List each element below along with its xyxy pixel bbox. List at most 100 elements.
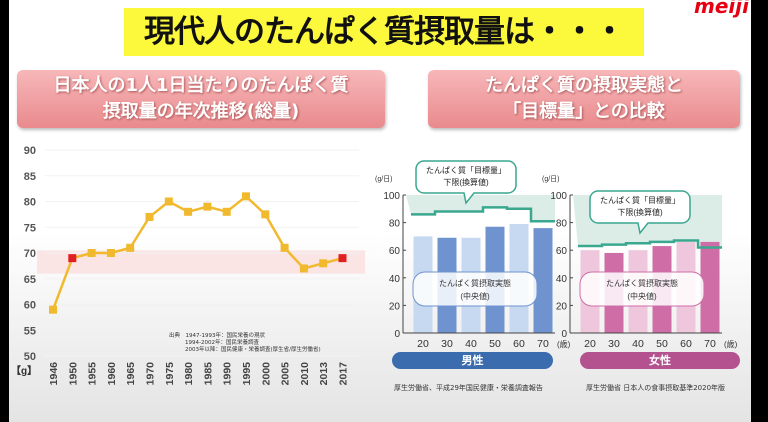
- y-tick-label: 55: [24, 325, 36, 337]
- x-tick-label: 60: [513, 338, 525, 350]
- target-line: [411, 206, 555, 223]
- x-tick-label: 50: [489, 338, 501, 350]
- x-tick-label: 1965: [125, 362, 137, 386]
- slide-title: 現代人のたんぱく質摂取量は・・・: [124, 8, 644, 56]
- data-point: [49, 305, 57, 314]
- bar-chart-header: たんぱく質の摂取実態と 「目標量」との比較: [428, 70, 740, 128]
- female-label: 女性: [580, 352, 740, 369]
- data-point: [184, 207, 193, 216]
- data-point: [299, 264, 308, 273]
- data-point: [145, 212, 154, 221]
- data-point: [261, 210, 270, 219]
- y-tick-label: 40: [556, 274, 568, 285]
- data-point: [106, 249, 115, 257]
- x-tick-label: 30: [608, 338, 620, 350]
- line-chart-header: 日本人の1人1日当たりのたんぱく質 摂取量の年次推移(総量): [17, 70, 385, 128]
- y-axis-unit: (g/日): [375, 175, 393, 183]
- y-tick-label: 40: [389, 274, 401, 285]
- target-line: [578, 239, 722, 249]
- y-tick-label: 65: [24, 274, 36, 286]
- header-line: 「目標量」との比較: [503, 101, 665, 122]
- actual-callout: [579, 271, 705, 307]
- y-axis-unit: (g/日): [542, 175, 560, 183]
- callout-text: 下限(換算値): [617, 207, 663, 217]
- data-point: [87, 249, 96, 257]
- y-tick-label: 100: [550, 191, 567, 202]
- line-chart-source: 出典 1947-1993年：国民栄養の現状 1994-2002年：国民栄養調査 …: [169, 333, 321, 354]
- y-tick-label: 0: [561, 329, 567, 340]
- data-point: [126, 243, 135, 252]
- y-tick-label: 75: [24, 222, 36, 234]
- x-tick-label: 50: [656, 338, 668, 350]
- x-tick-label: 1975: [164, 362, 176, 386]
- x-tick-label: 2005: [280, 362, 292, 386]
- x-tick-label: 2013: [318, 362, 330, 386]
- target-area: [406, 195, 555, 222]
- data-line: [51, 194, 343, 311]
- x-tick-label: 2010: [299, 362, 311, 386]
- callout-text: たんぱく質摂取実態: [606, 278, 678, 288]
- bar: [700, 241, 720, 333]
- x-tick-label: 1955: [87, 362, 99, 386]
- callout-text: 下限(換算値): [443, 177, 489, 187]
- header-line: 摂取量の年次推移(総量): [102, 101, 300, 122]
- data-point: [222, 207, 231, 216]
- x-tick-label: 1960: [106, 362, 118, 386]
- y-tick-label: 60: [389, 246, 401, 257]
- y-tick-label: 80: [389, 219, 401, 230]
- y-tick-label: 70: [24, 248, 36, 260]
- x-tick-label: 2000: [260, 362, 272, 386]
- source-line: 出典 1947-1993年：国民栄養の現状: [169, 333, 265, 339]
- x-tick-label: 40: [465, 338, 477, 350]
- x-tick-label: 20: [584, 338, 596, 350]
- slide: meiji 現代人のたんぱく質摂取量は・・・ 日本人の1人1日当たりのたんぱく質…: [9, 0, 751, 422]
- charts-canvas: 50 55 60 65 70 75 80 85 90 【g】 1946 1950 1955 1960 196…: [11, 145, 738, 386]
- y-tick-label: 0: [394, 329, 400, 340]
- callout-text: たんぱく質「目標量」: [600, 195, 680, 205]
- callout-text: (中央値): [460, 291, 490, 301]
- callout-text: たんぱく質摂取実態: [439, 278, 511, 288]
- callout-text: たんぱく質「目標量」: [426, 165, 506, 175]
- data-point: [280, 243, 289, 252]
- female-source: 厚生労働省 日本人の食事摂取基準2020年版: [586, 384, 726, 392]
- bar: [533, 228, 553, 333]
- y-tick-label: 80: [24, 197, 36, 209]
- meiji-logo: meiji: [694, 0, 749, 18]
- y-tick-label: 20: [389, 301, 401, 312]
- target-callout: [589, 190, 691, 235]
- data-point: [319, 259, 328, 268]
- data-point: [242, 192, 250, 201]
- x-tick-label: 60: [680, 338, 692, 350]
- callout-text: (中央値): [627, 291, 657, 301]
- x-tick-label: 1985: [202, 362, 214, 386]
- male-label: 男性: [392, 352, 553, 369]
- actual-callout: [412, 271, 538, 307]
- x-tick-label: 1950: [67, 362, 79, 386]
- source-line: 2003年以降：国民健康・栄養調査(厚生省/厚生労働省): [185, 347, 321, 353]
- data-point: [68, 254, 77, 263]
- y-tick-label: 20: [556, 301, 568, 312]
- target-callout: [415, 160, 517, 205]
- x-axis-unit: (歳): [724, 339, 738, 349]
- male-source: 厚生労働省、平成29年国民健康・栄養調査報告: [394, 384, 543, 392]
- data-point: [203, 202, 212, 211]
- header-line: たんぱく質の摂取実態と: [485, 75, 683, 96]
- header-line: 日本人の1人1日当たりのたんぱく質: [53, 75, 349, 96]
- x-tick-label: 20: [417, 338, 429, 350]
- x-tick-label: 1970: [145, 362, 157, 386]
- data-point: [164, 197, 173, 206]
- x-tick-label: 1990: [222, 362, 234, 386]
- x-tick-label: 40: [632, 338, 644, 350]
- x-tick-label: 30: [441, 338, 453, 350]
- x-tick-label: 70: [537, 338, 549, 350]
- x-axis-unit: (歳): [557, 339, 571, 349]
- y-tick-label: 85: [24, 171, 36, 183]
- x-tick-label: 1995: [241, 362, 253, 386]
- y-axis-unit: 【g】: [11, 364, 37, 377]
- x-tick-label: 2017: [338, 362, 350, 386]
- y-tick-label: 90: [24, 145, 36, 157]
- x-tick-label: 1980: [183, 362, 195, 386]
- source-line: 1994-2002年：国民栄養調査: [185, 340, 259, 346]
- x-tick-label: 70: [704, 338, 716, 350]
- target-band: [37, 250, 365, 274]
